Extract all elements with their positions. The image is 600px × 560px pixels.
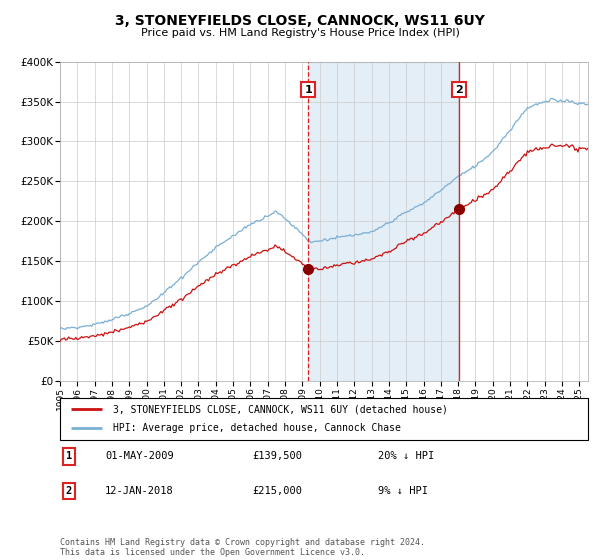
Bar [308, 62, 459, 381]
Text: 3, STONEYFIELDS CLOSE, CANNOCK, WS11 6UY: 3, STONEYFIELDS CLOSE, CANNOCK, WS11 6UY [115, 14, 485, 28]
Text: Price paid vs. HM Land Registry's House Price Index (HPI): Price paid vs. HM Land Registry's House … [140, 28, 460, 38]
Text: 20% ↓ HPI: 20% ↓ HPI [378, 451, 434, 461]
Text: 9% ↓ HPI: 9% ↓ HPI [378, 486, 428, 496]
Text: 2: 2 [66, 486, 72, 496]
FancyBboxPatch shape [60, 398, 588, 440]
Text: £215,000: £215,000 [252, 486, 302, 496]
Text: £139,500: £139,500 [252, 451, 302, 461]
Text: 2: 2 [455, 85, 463, 95]
Text: 12-JAN-2018: 12-JAN-2018 [105, 486, 174, 496]
Text: HPI: Average price, detached house, Cannock Chase: HPI: Average price, detached house, Cann… [113, 423, 401, 433]
Text: 1: 1 [66, 451, 72, 461]
Text: 1: 1 [304, 85, 312, 95]
Text: 3, STONEYFIELDS CLOSE, CANNOCK, WS11 6UY (detached house): 3, STONEYFIELDS CLOSE, CANNOCK, WS11 6UY… [113, 404, 448, 414]
Text: 01-MAY-2009: 01-MAY-2009 [105, 451, 174, 461]
Text: Contains HM Land Registry data © Crown copyright and database right 2024.
This d: Contains HM Land Registry data © Crown c… [60, 538, 425, 557]
